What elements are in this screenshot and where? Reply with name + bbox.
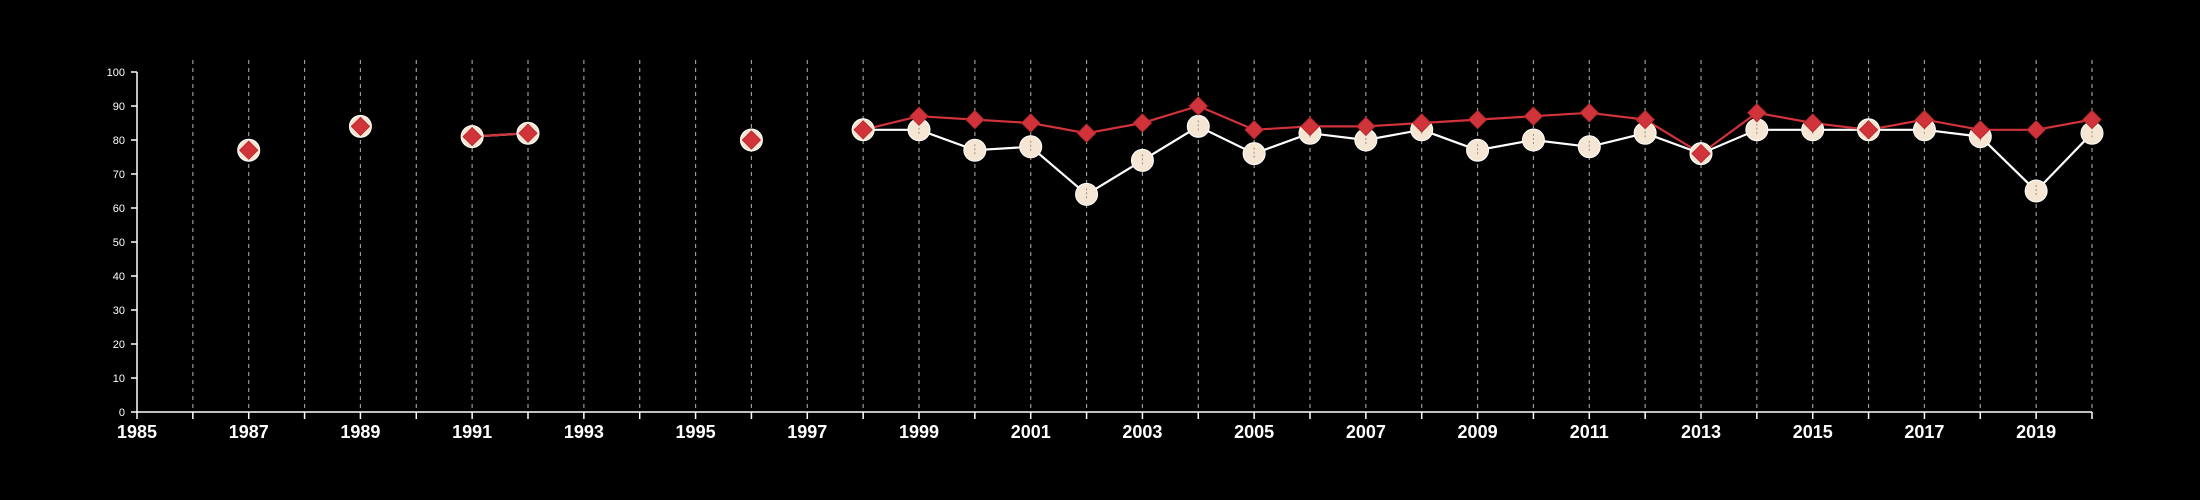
data-point-diamond: [1635, 109, 1655, 130]
y-tick-label: 100: [107, 67, 125, 79]
y-tick-label: 60: [113, 203, 125, 215]
data-point-diamond: [1579, 103, 1599, 123]
data-point-diamond: [853, 120, 873, 140]
data-point-diamond: [462, 126, 482, 147]
series-layer: [237, 96, 2104, 206]
data-point-diamond: [1803, 113, 1823, 133]
x-tick-label: 2007: [1346, 422, 1386, 442]
y-tick-label: 90: [113, 101, 125, 113]
data-point-diamond: [1467, 109, 1488, 130]
x-tick-label: 2019: [2016, 422, 2056, 442]
data-point-diamond: [965, 109, 985, 130]
y-tick-label: 80: [113, 135, 125, 147]
x-tick-label: 1991: [452, 422, 492, 442]
data-point-diamond: [741, 130, 762, 150]
x-tick-label: 1989: [340, 422, 380, 442]
axes-layer: 0 10 20 30 40 50 60 70 80 90 100 1985 1987 1989 1991 19…: [107, 67, 2093, 442]
y-tick-label: 30: [113, 305, 125, 317]
x-tick-label: 1995: [676, 422, 716, 442]
data-point-diamond: [1188, 96, 1208, 116]
x-tick-label: 2011: [1570, 422, 1609, 442]
grid-layer: [192, 60, 2093, 412]
data-point-diamond: [1914, 109, 1935, 130]
data-point-diamond: [1300, 116, 1320, 137]
data-point-diamond: [1244, 120, 1264, 140]
y-tick-label: 50: [113, 237, 125, 249]
data-point-diamond: [1021, 113, 1041, 133]
data-point-diamond: [2082, 109, 2102, 130]
data-point-diamond: [350, 116, 371, 137]
x-tick-label: 1993: [564, 422, 604, 442]
data-point-diamond: [1858, 120, 1879, 140]
x-tick-label: 2017: [1904, 422, 1944, 442]
x-tick-label: 1999: [899, 422, 939, 442]
y-tick-label: 40: [113, 271, 125, 283]
data-point-diamond: [1132, 113, 1153, 133]
x-tick-label: 1987: [229, 422, 269, 442]
x-tick-label: 1985: [117, 422, 157, 442]
x-tick-label: 2001: [1011, 422, 1051, 442]
x-tick-label: 1997: [787, 422, 827, 442]
data-point-diamond: [1970, 120, 1990, 140]
data-point-diamond: [239, 140, 259, 160]
data-point-diamond: [2026, 120, 2046, 140]
x-tick-label: 2009: [1458, 422, 1498, 442]
y-tick-label: 0: [119, 407, 125, 419]
data-point-diamond: [1076, 123, 1097, 143]
data-point-diamond: [518, 123, 538, 143]
data-point-diamond: [1412, 113, 1432, 133]
y-tick-label: 10: [113, 373, 125, 385]
data-point-diamond: [1356, 116, 1376, 137]
data-point-diamond: [1747, 103, 1767, 123]
data-point-diamond: [1523, 106, 1544, 126]
data-point-diamond: [909, 106, 929, 126]
y-tick-label: 70: [113, 169, 125, 181]
y-tick-label: 20: [113, 339, 125, 351]
x-tick-label: 2013: [1681, 422, 1721, 442]
data-point-diamond: [1691, 143, 1711, 164]
x-tick-label: 2005: [1234, 422, 1274, 442]
x-tick-label: 2015: [1793, 422, 1833, 442]
x-tick-label: 2003: [1122, 422, 1162, 442]
